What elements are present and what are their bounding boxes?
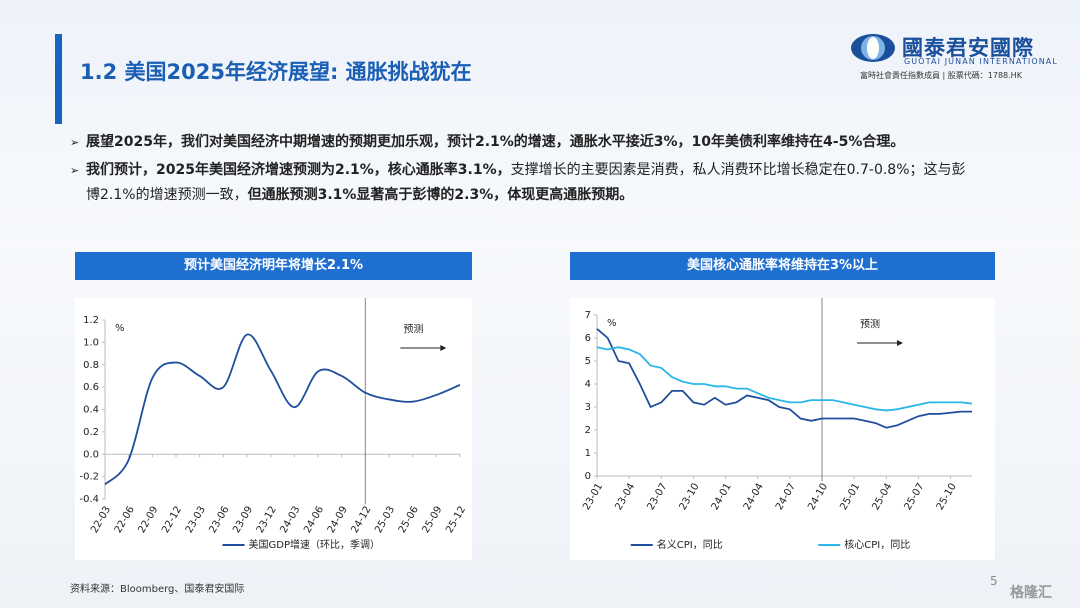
x-tick-label: 23-07 (645, 482, 669, 513)
y-tick-label: 1 (585, 448, 591, 459)
y-tick-label: 0.4 (83, 405, 99, 416)
x-tick-label: 24-06 (302, 505, 326, 536)
y-tick-label: 0 (585, 471, 591, 482)
slide-title: 1.2 美国2025年经济展望: 通胀挑战犹在 (80, 60, 472, 84)
x-tick-label: 23-03 (184, 505, 208, 536)
x-tick-label: 22-03 (89, 505, 113, 536)
y-tick-label: -0.4 (79, 494, 99, 505)
unit-label: % (115, 323, 125, 334)
bullet: 我们预计，2025年美国经济增速预测为2.1%，核心通胀率3.1%，支撑增长的主… (70, 158, 967, 208)
data-line (104, 333, 461, 486)
bullet-text: 展望2025年，我们对美国经济中期增速的预期更加乐观，预计2.1%的增速，通胀水… (86, 134, 905, 150)
x-tick-label: 25-09 (420, 505, 444, 536)
annotation: 预测 (403, 323, 423, 336)
x-tick-label: 23-01 (581, 482, 605, 513)
y-tick-label: 0.2 (83, 427, 99, 438)
y-tick-label: -0.2 (79, 472, 99, 483)
annotation-arrow-head (440, 345, 447, 351)
panel-title: 预计美国经济明年将增长2.1% (75, 252, 472, 280)
y-tick-label: 3 (585, 402, 591, 413)
y-tick-label: 7 (585, 310, 591, 321)
legend-label: 美国GDP增速（环比，季调） (249, 538, 380, 551)
x-tick-label: 25-04 (870, 482, 894, 513)
x-tick-label: 25-06 (397, 505, 421, 536)
y-tick-label: 6 (585, 333, 591, 344)
bullet: 展望2025年，我们对美国经济中期增速的预期更加乐观，预计2.1%的增速，通胀水… (70, 130, 967, 155)
chart-panel: 7 6 5 4 3 2 1 0 23-01 23-04 23-07 23-10 24-01 24-04 24… (570, 298, 995, 560)
x-tick-label: 24-10 (806, 482, 830, 513)
x-tick-label: 25-01 (838, 482, 862, 513)
x-tick-label: 25-07 (903, 482, 927, 513)
chart-panel: 1.2 1.0 0.8 0.6 0.4 0.2 0.0 -0.2 -0.4 22-03 22-06 2… (75, 298, 472, 560)
logo-subtext: GUOTAI JUNAN INTERNATIONAL (904, 57, 1058, 66)
x-tick-label: 24-09 (326, 505, 350, 536)
x-tick-label: 22-09 (136, 505, 160, 536)
y-tick-label: 0.6 (83, 382, 99, 393)
data-line (596, 346, 973, 412)
logo-icon (851, 34, 895, 62)
unit-label: % (607, 318, 617, 329)
x-tick-label: 23-06 (207, 505, 231, 536)
data-line (596, 328, 972, 429)
x-tick-label: 25-12 (444, 505, 468, 536)
x-tick-label: 23-04 (613, 482, 637, 513)
annotation: 预测 (860, 318, 880, 331)
x-tick-label: 23-12 (255, 505, 279, 536)
x-tick-label: 25-10 (935, 482, 959, 513)
y-tick-label: 1.2 (83, 315, 99, 326)
page-number: 5 (990, 574, 998, 588)
y-tick-label: 5 (585, 356, 591, 367)
x-tick-label: 24-01 (710, 482, 734, 513)
bullet-text: 我们预计，2025年美国经济增速预测为2.1%，核心通胀率3.1%， (86, 162, 511, 178)
accent-bar (55, 34, 62, 124)
x-tick-label: 24-04 (742, 482, 766, 513)
bullet-list: 展望2025年，我们对美国经济中期增速的预期更加乐观，预计2.1%的增速，通胀水… (70, 130, 967, 211)
x-tick-label: 24-07 (774, 482, 798, 513)
chart: 7 6 5 4 3 2 1 023-01 23-04 23-07 23-10 24-01 24-04 24… (581, 298, 973, 551)
legend-label: 名义CPI，同比 (657, 538, 723, 551)
legend-label: 核心CPI，同比 (844, 538, 910, 551)
x-tick-label: 24-03 (278, 505, 302, 536)
y-tick-label: 2 (585, 425, 591, 436)
logo-caption: 富時社會責任指數成員 | 股票代碼：1788.HK (860, 71, 1022, 80)
source-note: 资料来源：Bloomberg、国泰君安国际 (70, 584, 245, 595)
x-tick-label: 22-12 (160, 505, 184, 536)
bullet-text: 支撑增长的主要因素是消费，私人消费环比增长稳定在0.7-0.8%；这与彭博2.1… (86, 162, 966, 203)
chart: 1.21.00.80.60.40.20.0-0.2-0.422-03 22-06 2… (79, 298, 468, 551)
logo-text: 國泰君安國際 (902, 36, 1034, 60)
panel-title: 美国核心通胀率将维持在3%以上 (570, 252, 995, 280)
y-tick-label: 1.0 (83, 337, 99, 348)
watermark: 格隆汇 (1010, 585, 1052, 601)
x-tick-label: 25-03 (373, 505, 397, 536)
y-tick-label: 0.8 (83, 360, 99, 371)
x-tick-label: 24-12 (349, 505, 373, 536)
x-tick-label: 23-09 (231, 505, 255, 536)
x-tick-label: 23-10 (678, 482, 702, 513)
y-tick-label: 4 (585, 379, 591, 390)
bullet-text: 但通胀预测3.1%显著高于彭博的2.3%，体现更高通胀预期。 (247, 187, 634, 203)
x-tick-label: 22-06 (113, 505, 137, 536)
y-tick-label: 0.0 (83, 449, 99, 460)
annotation-arrow-head (897, 340, 903, 346)
